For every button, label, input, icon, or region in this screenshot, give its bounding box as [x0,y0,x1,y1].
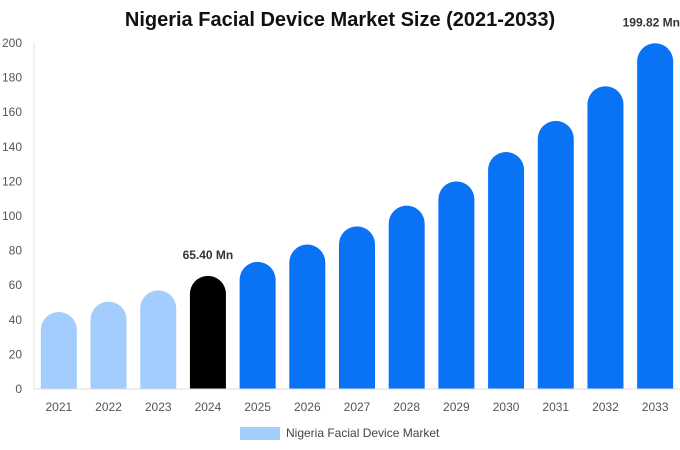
bar-2023 [140,290,177,389]
y-tick-label: 0 [15,382,22,396]
x-tick-label: 2031 [542,400,569,414]
x-tick-label: 2027 [344,400,371,414]
y-tick-label: 120 [2,174,22,188]
bar-2033 [637,43,674,389]
x-tick-label: 2023 [145,400,172,414]
legend-swatch [240,426,280,440]
bar-2027 [339,226,375,389]
y-tick-label: 140 [2,140,22,154]
x-tick-label: 2028 [393,400,420,414]
x-tick-label: 2026 [294,400,321,414]
x-axis: 2021 2022 2023 2024 2025 2026 2027 2028 2029 2030… [34,388,680,414]
chart-title: Nigeria Facial Device Market Size (2021-… [124,9,556,31]
legend-label: Nigeria Facial Device Market [286,426,440,440]
bar-2031 [537,120,574,389]
y-tick-label: 160 [2,105,22,119]
x-tick-label: 2030 [493,400,520,414]
data-labels: 65.40 Mn 199.82 Mn [183,15,680,262]
bar-2029 [438,181,475,389]
x-tick-label: 2033 [642,400,669,414]
legend: Nigeria Facial Device Market [240,424,439,442]
x-tick-label: 2025 [244,400,271,414]
y-tick-label: 180 [2,71,22,85]
bar-2032 [587,86,624,389]
y-axis: 0 20 40 60 80 100 120 140 160 180 200 [2,36,35,396]
data-label-2033: 199.82 Mn [623,15,680,29]
bar-2024 [189,275,226,389]
y-tick-label: 60 [9,278,23,292]
x-tick-label: 2021 [45,400,72,414]
bar-2030 [488,152,525,389]
y-tick-label: 80 [9,244,23,258]
data-label-2024: 65.40 Mn [183,248,234,262]
x-tick-label: 2024 [195,400,222,414]
bar-2026 [289,244,326,389]
bar-2025 [239,261,276,389]
bars [40,43,674,389]
bar-2022 [90,301,127,389]
y-tick-label: 40 [9,313,23,327]
x-tick-label: 2032 [592,400,619,414]
y-tick-label: 200 [2,36,22,50]
y-tick-label: 20 [9,347,23,361]
bar-2021 [40,312,77,389]
y-tick-label: 100 [2,209,22,223]
x-tick-label: 2022 [95,400,122,414]
bar-2028 [388,205,425,389]
x-tick-label: 2029 [443,400,470,414]
